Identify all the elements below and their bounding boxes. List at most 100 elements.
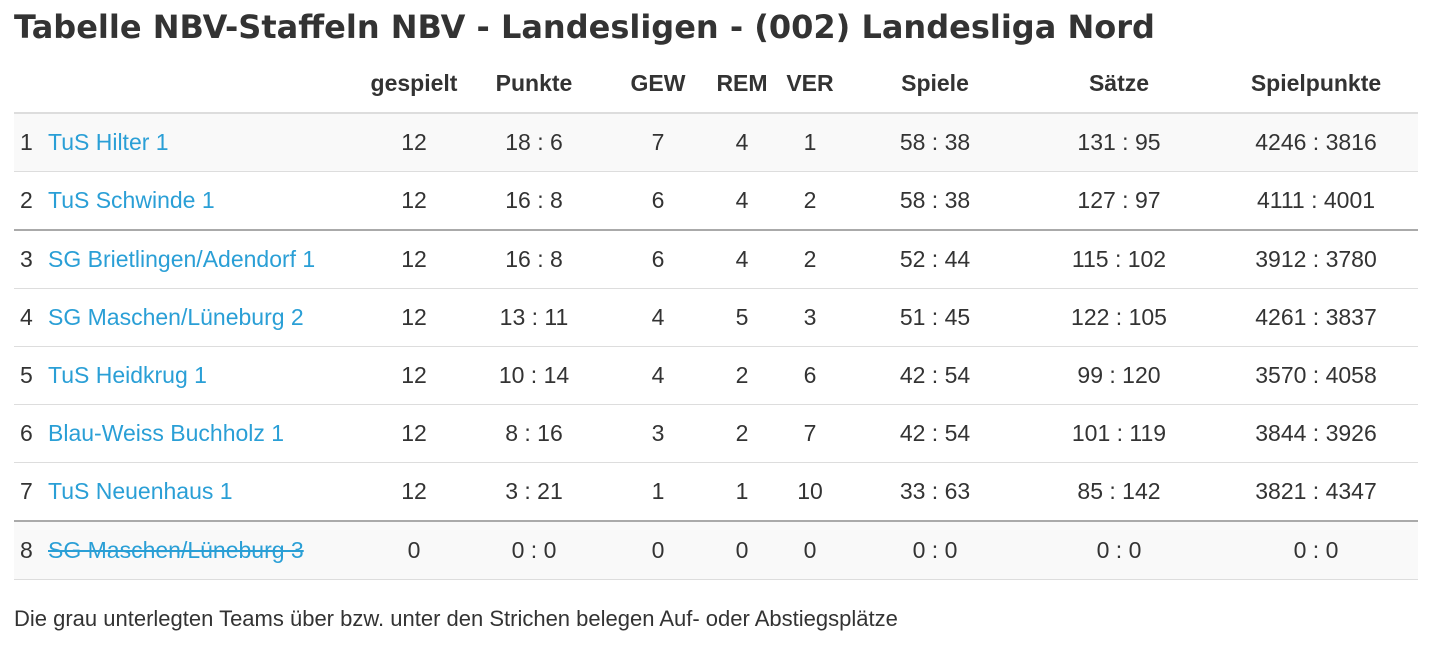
punkte-cell: 16 : 8: [462, 171, 606, 231]
gespielt-cell: 12: [366, 346, 462, 405]
team-link[interactable]: Blau-Weiss Buchholz 1: [48, 420, 285, 446]
gespielt-cell: 12: [366, 404, 462, 463]
gespielt-cell: 12: [366, 462, 462, 522]
saetze-cell: 0 : 0: [1024, 521, 1214, 580]
team-link-withdrawn[interactable]: SG Maschen/Lüneburg 3: [48, 537, 304, 563]
table-row: 7 TuS Neuenhaus 1 12 3 : 21 1 1 10 33 : …: [14, 462, 1418, 522]
rem-cell: 4: [710, 113, 774, 172]
header-team: [48, 54, 366, 114]
saetze-cell: 122 : 105: [1024, 288, 1214, 347]
gespielt-cell: 0: [366, 521, 462, 580]
header-punkte: Punkte: [462, 54, 606, 114]
header-spielpunkte: Spielpunkte: [1214, 54, 1418, 114]
punkte-cell: 13 : 11: [462, 288, 606, 347]
team-cell: TuS Neuenhaus 1: [48, 462, 366, 522]
rank-cell: 4: [14, 288, 48, 347]
spielpunkte-cell: 3821 : 4347: [1214, 462, 1418, 522]
spiele-cell: 58 : 38: [846, 113, 1024, 172]
team-link[interactable]: TuS Neuenhaus 1: [48, 478, 233, 504]
team-link[interactable]: TuS Hilter 1: [48, 129, 169, 155]
ver-cell: 2: [774, 171, 846, 231]
standings-table: gespielt Punkte GEW REM VER Spiele Sätze…: [14, 54, 1418, 580]
team-cell: TuS Schwinde 1: [48, 171, 366, 231]
punkte-cell: 0 : 0: [462, 521, 606, 580]
table-row: 3 SG Brietlingen/Adendorf 1 12 16 : 8 6 …: [14, 230, 1418, 289]
gew-cell: 6: [606, 171, 710, 231]
team-cell: SG Maschen/Lüneburg 2: [48, 288, 366, 347]
team-link[interactable]: TuS Heidkrug 1: [48, 362, 207, 388]
spiele-cell: 52 : 44: [846, 230, 1024, 289]
footer-note: Die grau unterlegten Teams über bzw. unt…: [14, 606, 898, 631]
header-gew: GEW: [606, 54, 710, 114]
team-cell: TuS Hilter 1: [48, 113, 366, 172]
page-title: Tabelle NBV-Staffeln NBV - Landesligen -…: [14, 8, 1155, 46]
team-cell: Blau-Weiss Buchholz 1: [48, 404, 366, 463]
ver-cell: 3: [774, 288, 846, 347]
saetze-cell: 99 : 120: [1024, 346, 1214, 405]
header-saetze: Sätze: [1024, 54, 1214, 114]
saetze-cell: 127 : 97: [1024, 171, 1214, 231]
saetze-cell: 131 : 95: [1024, 113, 1214, 172]
spielpunkte-cell: 3570 : 4058: [1214, 346, 1418, 405]
table-header-row: gespielt Punkte GEW REM VER Spiele Sätze…: [14, 54, 1418, 114]
table-row: 5 TuS Heidkrug 1 12 10 : 14 4 2 6 42 : 5…: [14, 346, 1418, 405]
table-row: 2 TuS Schwinde 1 12 16 : 8 6 4 2 58 : 38…: [14, 171, 1418, 231]
team-cell: SG Maschen/Lüneburg 3: [48, 521, 366, 580]
team-cell: SG Brietlingen/Adendorf 1: [48, 230, 366, 289]
gespielt-cell: 12: [366, 230, 462, 289]
saetze-cell: 115 : 102: [1024, 230, 1214, 289]
rank-cell: 3: [14, 230, 48, 289]
ver-cell: 10: [774, 462, 846, 522]
gew-cell: 3: [606, 404, 710, 463]
spiele-cell: 42 : 54: [846, 404, 1024, 463]
gew-cell: 7: [606, 113, 710, 172]
rank-cell: 6: [14, 404, 48, 463]
header-rank: [14, 54, 48, 114]
gespielt-cell: 12: [366, 171, 462, 231]
spielpunkte-cell: 4111 : 4001: [1214, 171, 1418, 231]
team-cell: TuS Heidkrug 1: [48, 346, 366, 405]
gew-cell: 4: [606, 346, 710, 405]
spiele-cell: 33 : 63: [846, 462, 1024, 522]
rem-cell: 4: [710, 230, 774, 289]
team-link[interactable]: SG Maschen/Lüneburg 2: [48, 304, 304, 330]
gew-cell: 0: [606, 521, 710, 580]
table-row: 6 Blau-Weiss Buchholz 1 12 8 : 16 3 2 7 …: [14, 404, 1418, 463]
table-row: 8 SG Maschen/Lüneburg 3 0 0 : 0 0 0 0 0 …: [14, 521, 1418, 580]
saetze-cell: 101 : 119: [1024, 404, 1214, 463]
gespielt-cell: 12: [366, 113, 462, 172]
rank-cell: 1: [14, 113, 48, 172]
team-link[interactable]: SG Brietlingen/Adendorf 1: [48, 246, 316, 272]
rem-cell: 2: [710, 404, 774, 463]
ver-cell: 7: [774, 404, 846, 463]
gew-cell: 6: [606, 230, 710, 289]
spiele-cell: 0 : 0: [846, 521, 1024, 580]
header-spiele: Spiele: [846, 54, 1024, 114]
punkte-cell: 3 : 21: [462, 462, 606, 522]
spielpunkte-cell: 4261 : 3837: [1214, 288, 1418, 347]
spiele-cell: 51 : 45: [846, 288, 1024, 347]
gespielt-cell: 12: [366, 288, 462, 347]
spiele-cell: 58 : 38: [846, 171, 1024, 231]
rem-cell: 4: [710, 171, 774, 231]
punkte-cell: 16 : 8: [462, 230, 606, 289]
punkte-cell: 8 : 16: [462, 404, 606, 463]
rank-cell: 7: [14, 462, 48, 522]
spielpunkte-cell: 4246 : 3816: [1214, 113, 1418, 172]
gew-cell: 1: [606, 462, 710, 522]
rank-cell: 2: [14, 171, 48, 231]
spiele-cell: 42 : 54: [846, 346, 1024, 405]
rem-cell: 1: [710, 462, 774, 522]
rank-cell: 8: [14, 521, 48, 580]
spielpunkte-cell: 3844 : 3926: [1214, 404, 1418, 463]
header-ver: VER: [774, 54, 846, 114]
ver-cell: 6: [774, 346, 846, 405]
spielpunkte-cell: 3912 : 3780: [1214, 230, 1418, 289]
header-rem: REM: [710, 54, 774, 114]
ver-cell: 0: [774, 521, 846, 580]
rem-cell: 2: [710, 346, 774, 405]
ver-cell: 1: [774, 113, 846, 172]
team-link[interactable]: TuS Schwinde 1: [48, 187, 215, 213]
header-gespielt: gespielt: [366, 54, 462, 114]
